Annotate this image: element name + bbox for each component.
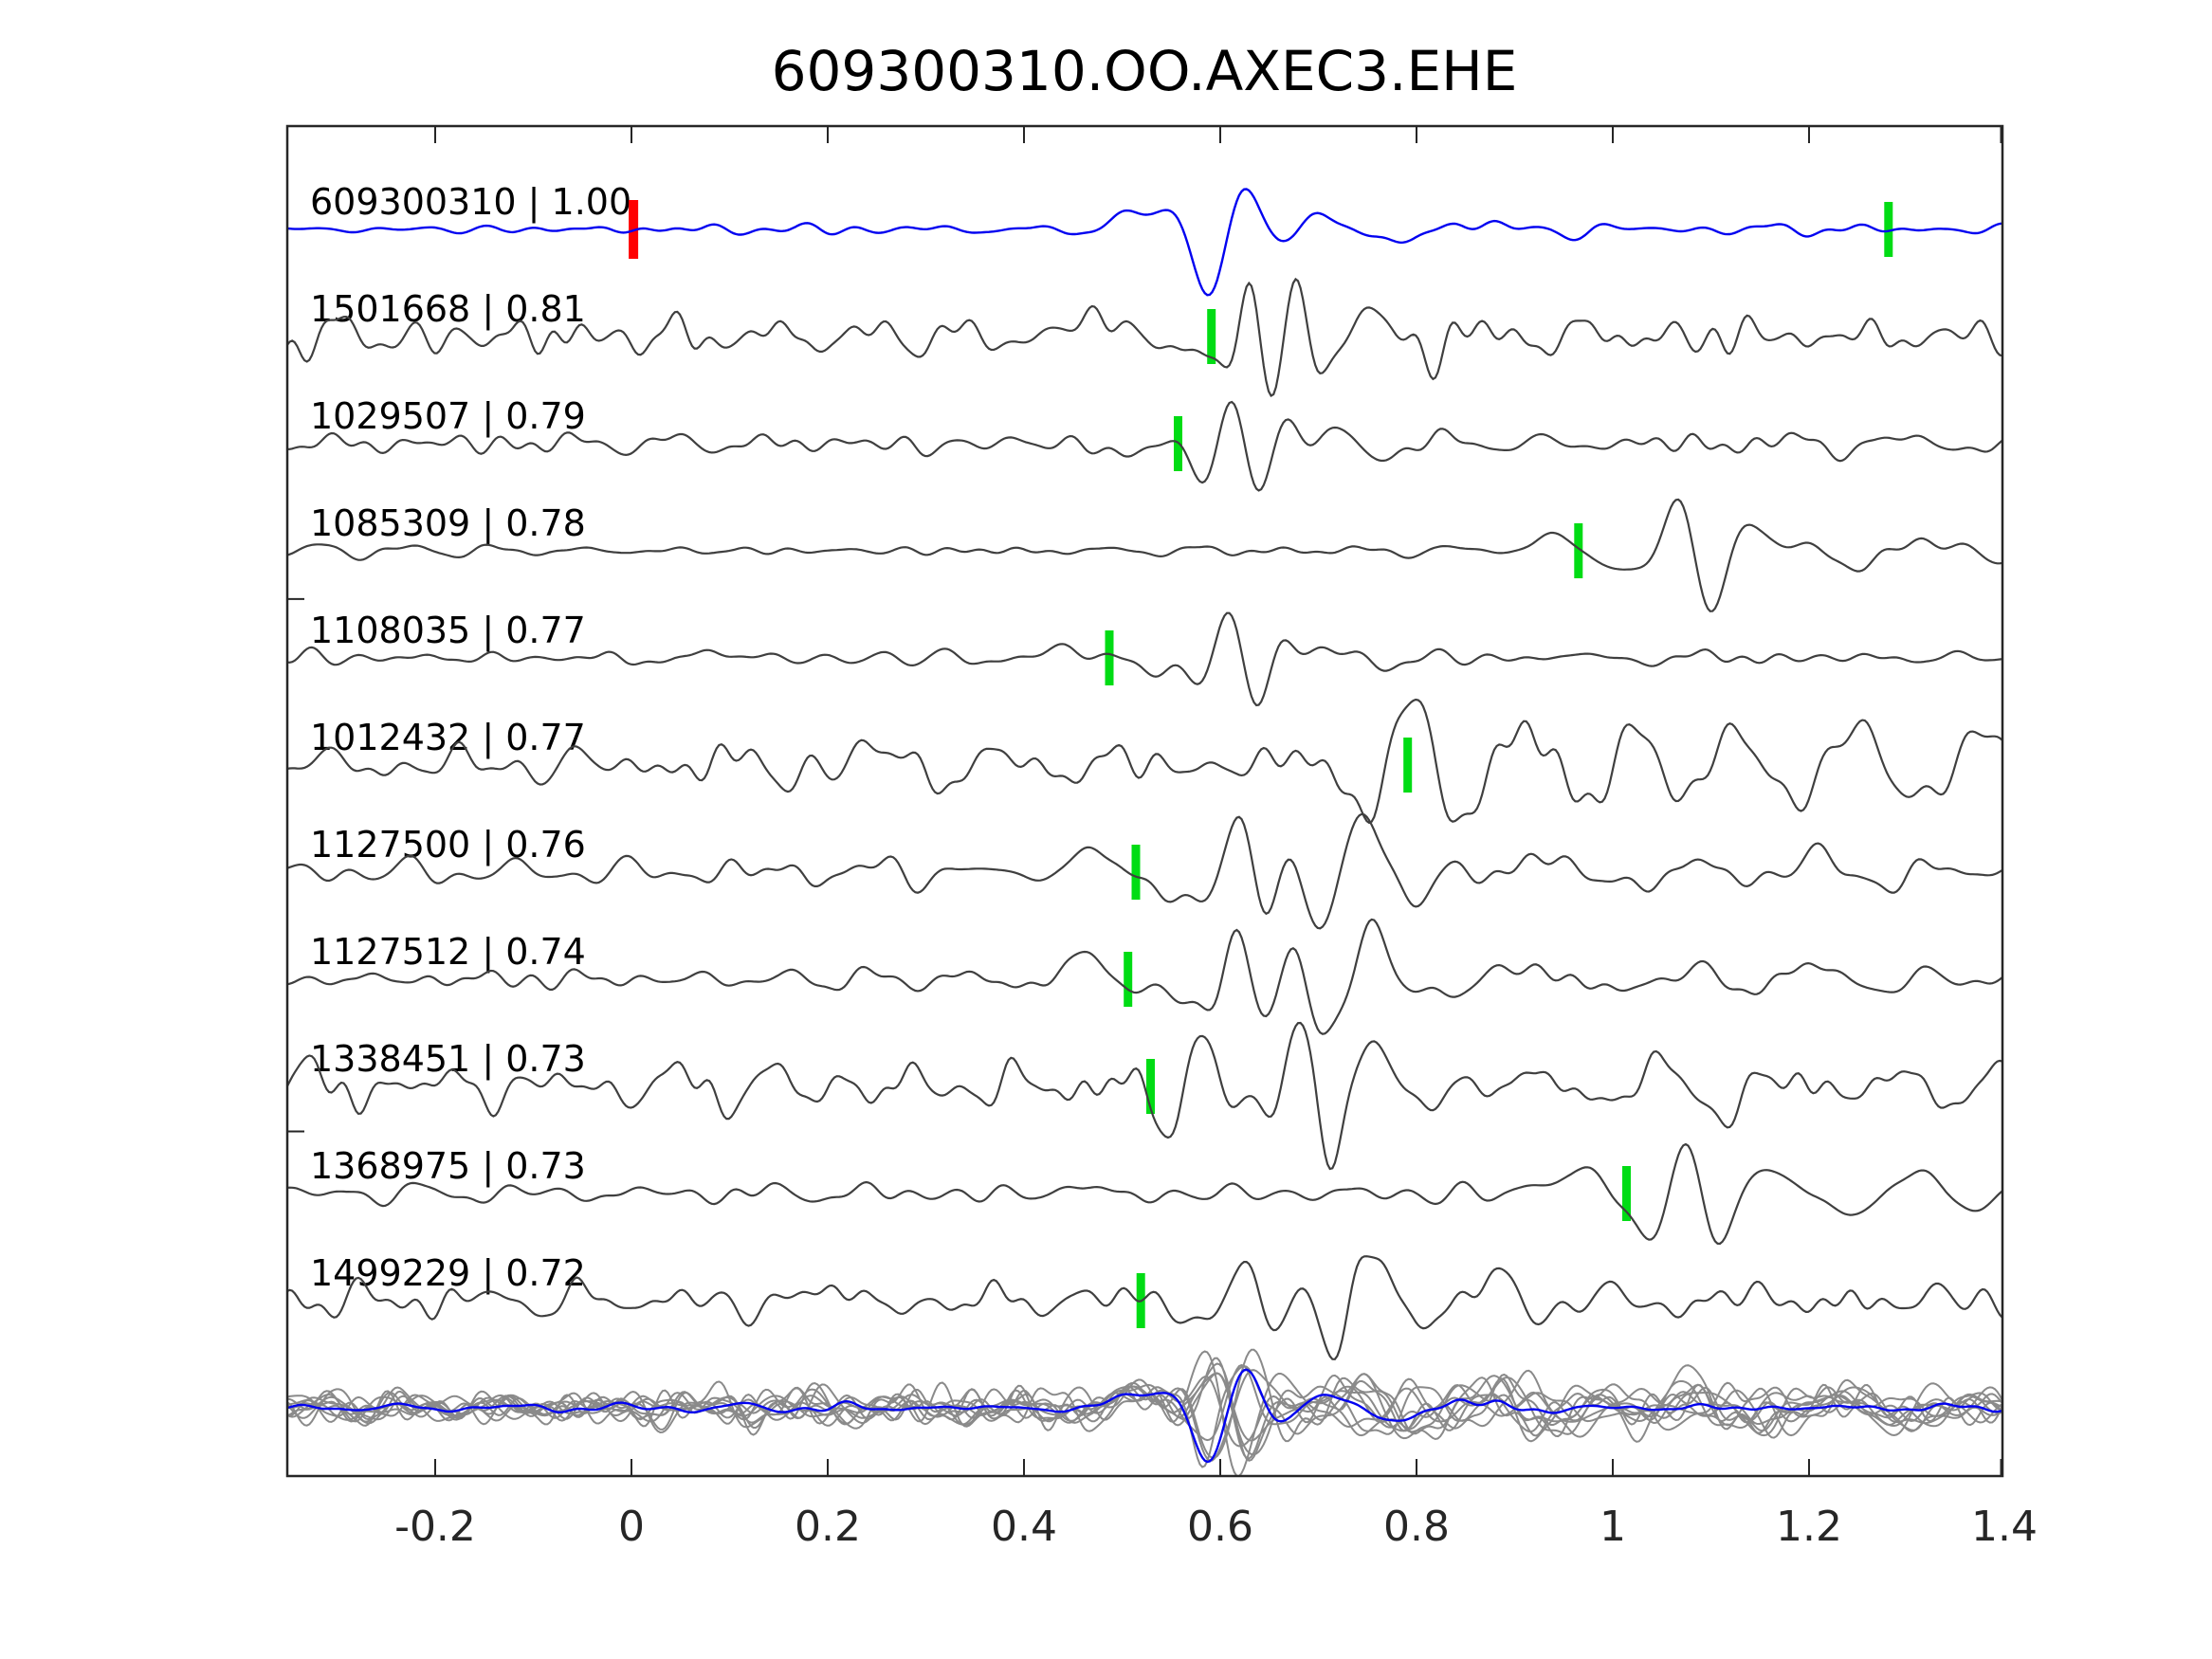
plot-border [285,124,2004,1478]
chart-title: 609300310.OO.AXEC3.EHE [772,39,1518,103]
x-tick-label: 1.4 [1971,1503,2038,1551]
trace-label: 1029507 | 0.79 [310,395,586,438]
overlay-trace [287,1372,2002,1442]
x-tick-label: 0.2 [795,1503,861,1551]
trace-label: 609300310 | 1.00 [310,181,631,224]
detection-trace [287,698,2002,825]
x-tick-label: 0.6 [1187,1503,1253,1551]
trace-labels-group: 609300310 | 1.00 1501668 | 0.81 1029507 | … [310,181,631,1295]
axis-group [285,124,2004,1478]
pick-marker [1574,523,1583,578]
detection-trace [287,277,2002,398]
overlay-trace [287,1348,2002,1459]
overlay-template-trace [287,1368,2002,1464]
trace-label: 1127500 | 0.76 [310,824,586,866]
trace-label: 1012432 | 0.77 [310,717,586,759]
detection-trace [287,812,2002,930]
template-trace [287,188,2002,297]
pick-marker [1124,952,1133,1007]
traces-group [287,188,2002,1476]
pick-marker [1403,738,1413,793]
pick-marker [1207,309,1216,364]
pick-marker [1884,202,1893,257]
overlay-trace [287,1357,2002,1456]
pick-marker [1622,1166,1631,1221]
trace-label: 1501668 | 0.81 [310,288,586,331]
trace-label: 1127512 | 0.74 [310,931,586,974]
detection-trace [287,918,2002,1035]
x-tick-label: 0.4 [991,1503,1057,1551]
detection-trace [287,498,2002,612]
trace-label: 1368975 | 0.73 [310,1145,586,1188]
x-tick-labels-group: -0.2 0 0.2 0.4 0.6 0.8 1 1.2 1.4 [394,1503,2038,1551]
x-tick-label: 1 [1600,1503,1626,1551]
detection-trace [287,1021,2002,1171]
pick-markers-group [629,200,1893,1328]
detection-trace [287,400,2002,492]
detection-trace [287,1255,2002,1360]
pick-marker [1105,630,1114,685]
x-tick-label: 0.8 [1383,1503,1450,1551]
trace-label: 1085309 | 0.78 [310,502,586,545]
trace-label: 1338451 | 0.73 [310,1038,586,1081]
detection-trace [287,1142,2002,1246]
pick-marker [1146,1059,1155,1114]
detection-trace [287,611,2002,707]
pick-marker [1131,845,1141,900]
x-tick-label: -0.2 [394,1503,476,1551]
trace-label: 1499229 | 0.72 [310,1252,586,1295]
trace-label: 1108035 | 0.77 [310,610,586,652]
x-tick-label: 0 [618,1503,645,1551]
x-tick-label: 1.2 [1776,1503,1842,1551]
